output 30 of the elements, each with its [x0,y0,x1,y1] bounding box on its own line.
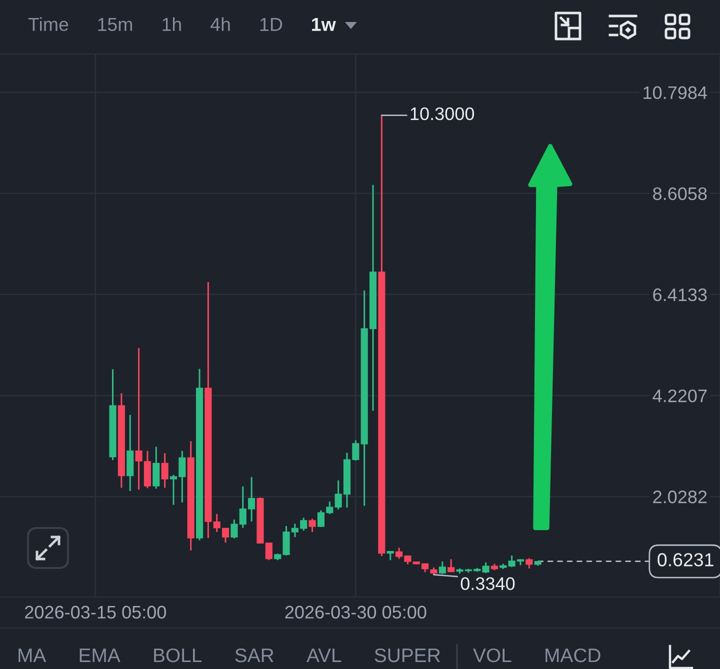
text: VOL [473,648,512,662]
text: 4h [210,17,230,31]
text: 1D [260,18,282,31]
text: AVL [306,648,342,662]
text: Time [28,17,68,32]
candlestick [438,560,446,575]
text: 1h [162,17,181,31]
y-tick-label: 10.7984 [644,86,707,100]
candlestick [526,558,533,570]
annotation: 0.3340 [460,577,515,590]
text: 1w [312,18,336,31]
candlestick [448,558,455,573]
x-tick-label: 2026-03-30 05:00 [285,606,426,619]
ref-line-label: 0.6231 [658,553,714,566]
text: 15m [98,18,132,32]
candlestick [308,518,316,533]
text: SAR [235,648,274,662]
annotation: 10.3000 [410,107,474,120]
y-tick-label: 2.0282 [653,490,707,504]
candlestick [152,446,160,490]
y-tick-label: 6.4133 [653,288,707,302]
text: EMA [80,648,120,662]
candlestick [161,452,168,489]
text: MACD [546,648,600,662]
text: MA [18,648,46,662]
y-tick-label: 4.2207 [652,389,707,402]
text: BOLL [154,648,202,662]
y-tick-label: 8.6058 [653,187,707,200]
x-tick-label: 2026-03-15 05:00 [25,606,166,619]
text: SUPER [374,648,440,662]
